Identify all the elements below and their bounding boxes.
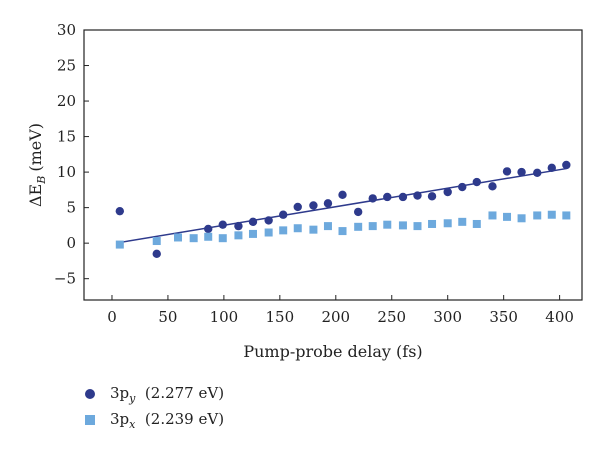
data-point-square bbox=[293, 224, 302, 233]
legend-name: 3p bbox=[110, 383, 130, 402]
chart: 0 50 100 150 200 250 300 350 400 −5051015202530 … bbox=[26, 21, 583, 361]
data-point-circle bbox=[338, 190, 347, 200]
data-point-square bbox=[338, 227, 347, 236]
plot-frame bbox=[83, 29, 583, 301]
legend-name-extra: (2.277 eV) bbox=[144, 383, 225, 402]
data-point-circle bbox=[533, 168, 542, 178]
y-tick-label: −5 bbox=[54, 270, 76, 288]
data-point-square bbox=[368, 222, 377, 231]
data-point-circle bbox=[383, 192, 392, 202]
data-point-circle bbox=[264, 216, 273, 225]
y-tick-label: 5 bbox=[66, 199, 76, 217]
x-tick-label: 250 bbox=[377, 308, 406, 326]
legend-label: 3px (2.239 eV) bbox=[110, 410, 224, 431]
x-tick-label: 50 bbox=[158, 308, 177, 326]
data-point-circle bbox=[279, 210, 288, 219]
data-point-circle bbox=[458, 182, 467, 192]
x-tick-label: 350 bbox=[489, 308, 518, 326]
data-point-square bbox=[398, 221, 407, 230]
data-points bbox=[115, 160, 571, 259]
data-point-circle bbox=[443, 187, 452, 197]
y-axis-label-unit: (meV) bbox=[26, 123, 45, 172]
data-point-circle bbox=[562, 160, 571, 170]
data-point-square bbox=[189, 234, 198, 243]
y-tick-label: 30 bbox=[57, 21, 76, 39]
data-point-circle bbox=[547, 163, 556, 173]
data-point-circle bbox=[309, 201, 318, 210]
data-point-square bbox=[443, 219, 452, 228]
legend-marker-square bbox=[80, 415, 100, 425]
legend-name-sub: y bbox=[129, 391, 136, 405]
data-point-circle bbox=[353, 207, 363, 217]
data-point-square bbox=[309, 225, 318, 234]
y-tick-label: 25 bbox=[57, 57, 76, 75]
data-point-square bbox=[218, 234, 227, 243]
x-tick-label: 300 bbox=[433, 308, 462, 326]
legend-marker-circle bbox=[80, 389, 100, 399]
data-point-square bbox=[547, 210, 556, 219]
x-tick-label: 0 bbox=[107, 308, 117, 326]
data-point-circle bbox=[152, 249, 161, 259]
data-point-square bbox=[383, 220, 392, 229]
data-point-square bbox=[354, 222, 363, 231]
data-point-circle bbox=[427, 192, 437, 201]
x-tick-label: 200 bbox=[321, 308, 350, 326]
data-point-square bbox=[234, 231, 243, 240]
y-tick-label: 20 bbox=[57, 92, 76, 110]
data-point-square bbox=[174, 233, 183, 242]
data-point-square bbox=[115, 240, 124, 249]
y-axis-label-main: ΔE bbox=[26, 184, 45, 207]
data-point-circle bbox=[488, 182, 497, 191]
fit-lines bbox=[119, 167, 567, 244]
y-tick-label: 10 bbox=[57, 163, 76, 181]
x-tick-label: 150 bbox=[266, 308, 295, 326]
legend-name-sub: x bbox=[129, 417, 136, 431]
y-axis-label-sub: B bbox=[35, 176, 48, 185]
data-point-circle bbox=[413, 191, 422, 200]
x-tick-label: 400 bbox=[545, 308, 574, 326]
data-point-circle bbox=[234, 221, 243, 231]
fit-line bbox=[119, 167, 567, 244]
data-point-circle bbox=[323, 199, 333, 208]
data-point-square bbox=[323, 222, 332, 231]
data-point-square bbox=[428, 219, 437, 228]
data-point-circle bbox=[472, 177, 482, 187]
legend: 3py (2.277 eV) 3px (2.239 eV) bbox=[80, 381, 224, 433]
data-point-circle bbox=[293, 202, 302, 212]
y-tick-label: 0 bbox=[66, 234, 76, 252]
data-point-square bbox=[152, 237, 161, 246]
legend-name: 3p bbox=[110, 409, 130, 428]
y-axis-label: ΔEB (meV) bbox=[26, 123, 48, 207]
data-point-circle bbox=[502, 167, 512, 176]
x-tick-label: 100 bbox=[210, 308, 239, 326]
data-point-circle bbox=[368, 194, 377, 203]
y-tick-label: 15 bbox=[57, 128, 76, 146]
data-point-circle bbox=[248, 217, 258, 227]
legend-label: 3py (2.277 eV) bbox=[110, 384, 224, 405]
x-axis-label: Pump-probe delay (fs) bbox=[243, 342, 422, 361]
data-point-square bbox=[472, 219, 481, 228]
data-point-square bbox=[279, 226, 288, 235]
data-point-square bbox=[503, 212, 512, 221]
y-axis-ticks: −5 0 5 10 15 20 25 30 bbox=[54, 21, 89, 288]
x-axis-ticks: 0 50 100 150 200 250 300 350 400 bbox=[107, 295, 574, 326]
data-point-circle bbox=[398, 192, 408, 202]
data-point-square bbox=[517, 214, 526, 223]
legend-name-extra: (2.239 eV) bbox=[144, 409, 225, 428]
data-point-square bbox=[204, 232, 213, 241]
data-point-square bbox=[488, 211, 497, 220]
data-point-circle bbox=[218, 220, 227, 229]
data-point-square bbox=[413, 222, 422, 231]
legend-item-3px: 3px (2.239 eV) bbox=[80, 407, 224, 433]
data-point-square bbox=[264, 228, 273, 237]
data-point-circle bbox=[204, 224, 213, 234]
data-point-square bbox=[533, 211, 542, 220]
data-point-circle bbox=[517, 167, 526, 177]
data-point-square bbox=[562, 211, 571, 220]
data-point-square bbox=[248, 229, 257, 238]
legend-item-3py: 3py (2.277 eV) bbox=[80, 381, 224, 407]
data-point-circle bbox=[115, 206, 125, 216]
data-point-square bbox=[458, 217, 467, 226]
